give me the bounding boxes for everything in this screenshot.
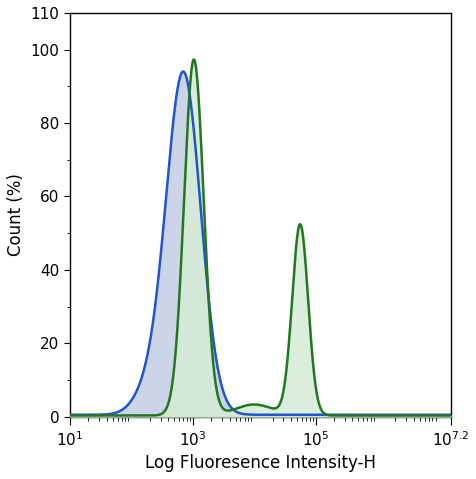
Y-axis label: Count (%): Count (%) bbox=[7, 173, 25, 256]
X-axis label: Log Fluoresence Intensity-H: Log Fluoresence Intensity-H bbox=[145, 454, 376, 472]
